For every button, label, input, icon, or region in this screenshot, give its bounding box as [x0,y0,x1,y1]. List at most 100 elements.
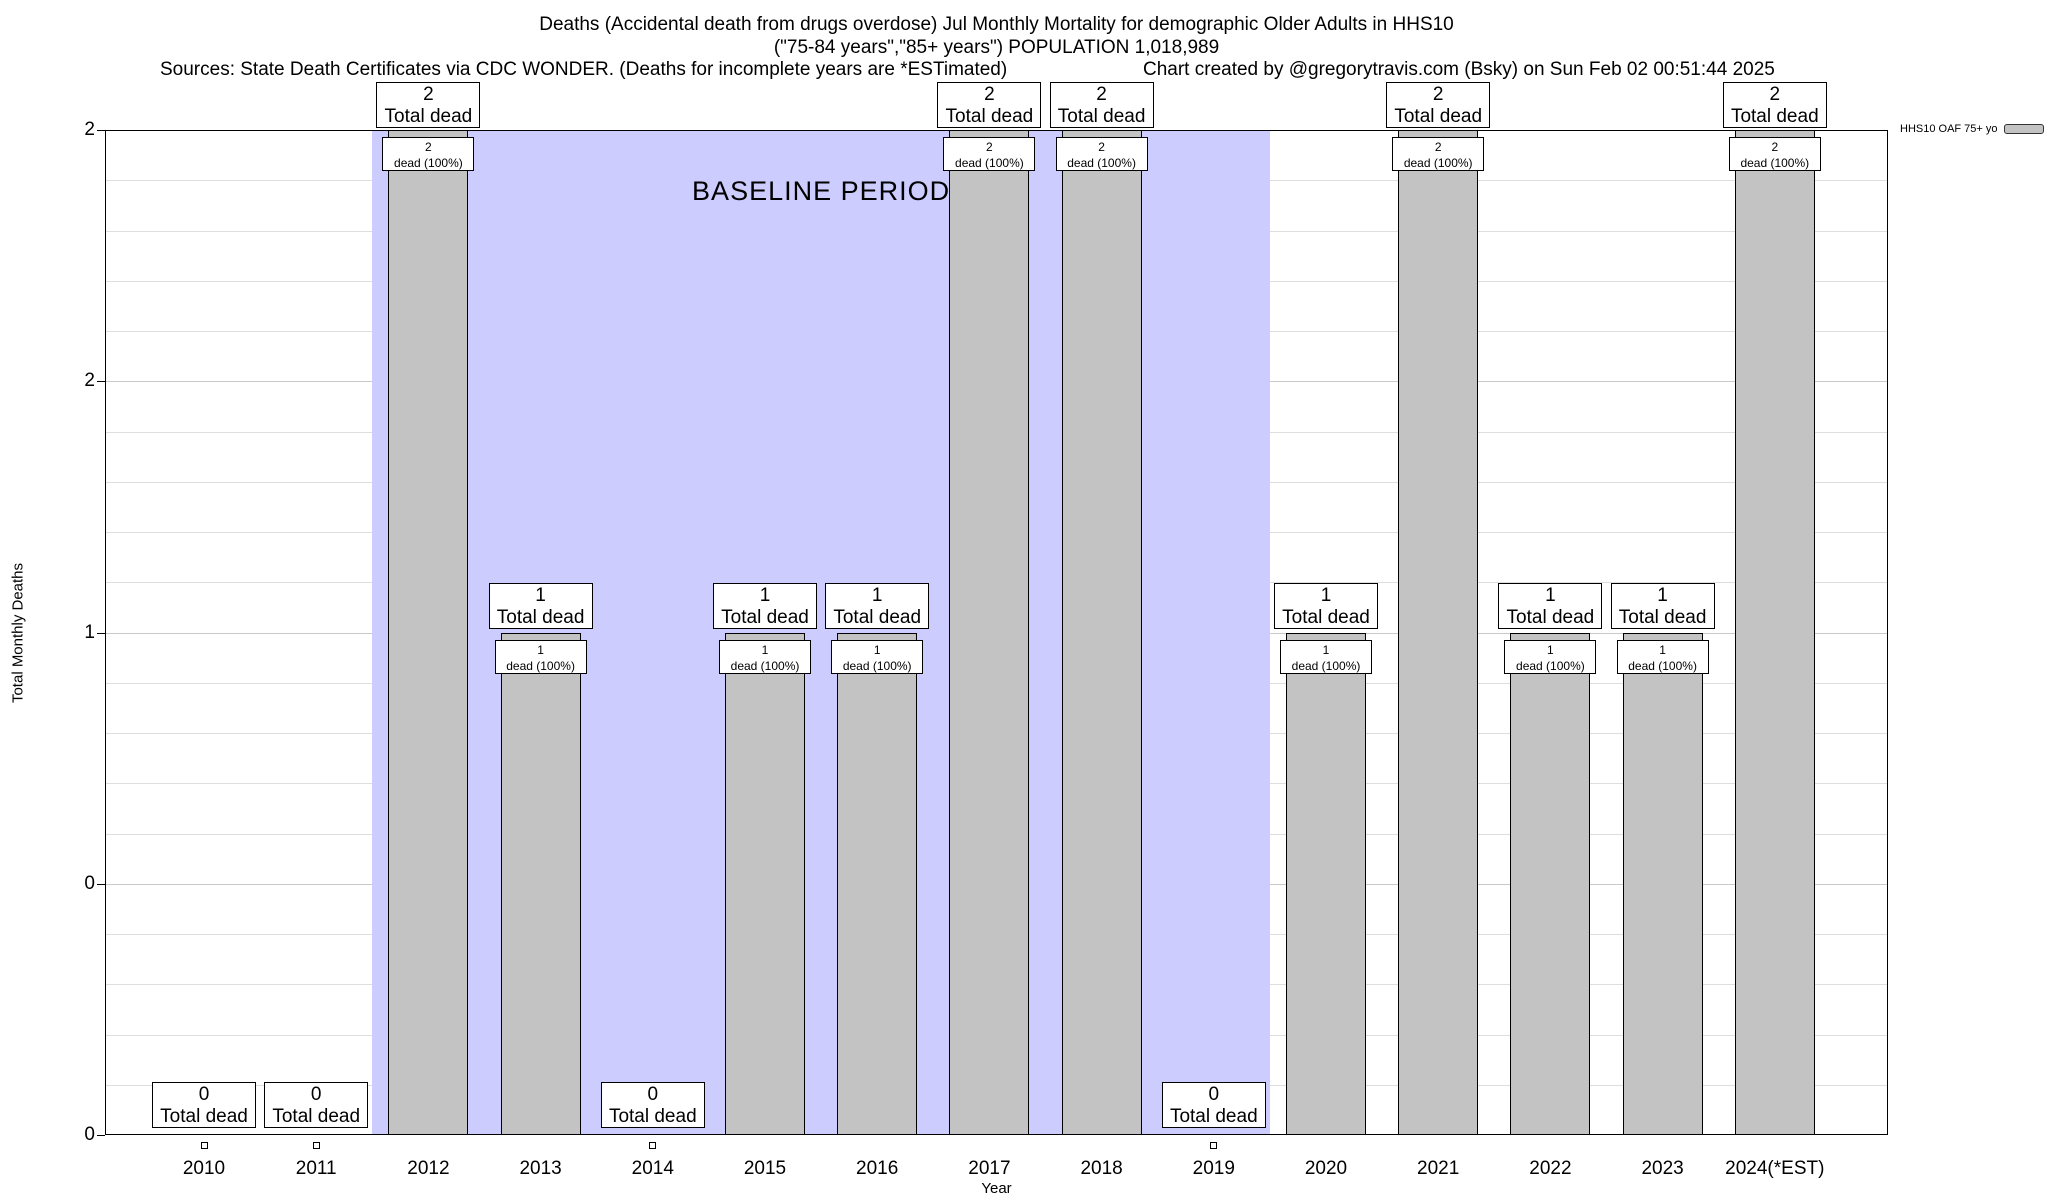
total-dead-count: 0 [310,1084,322,1105]
total-dead-text: Total dead [1282,606,1370,628]
dead-percent-label: 1 dead (100%) [1504,639,1597,674]
total-dead-text: Total dead [272,1106,361,1127]
dead-count: 2 [1098,140,1105,154]
bar-2018 [1061,130,1142,1135]
total-dead-count: 1 [535,584,546,606]
total-dead-label: 2 Total dead [937,82,1042,128]
total-dead-count: 1 [871,584,883,606]
dead-percent-label: 2 dead (100%) [382,137,475,171]
dead-percent-text: dead (100%) [1403,156,1473,170]
total-dead-text: Total dead [945,106,1034,127]
total-dead-label: 2 Total dead [376,82,481,128]
x-tick-label: 2014 [631,1158,674,1179]
dead-percent-label: 1 dead (100%) [494,639,587,674]
total-dead-text: Total dead [1506,606,1595,628]
total-dead-label: 1 Total dead [1610,582,1715,629]
total-dead-text: Total dead [160,1106,248,1127]
total-dead-label: 0 Total dead [264,1082,369,1128]
y-tick-label: 0 [84,872,95,894]
total-dead-label: 0 Total dead [600,1082,705,1128]
bar-2021 [1398,130,1479,1135]
total-dead-count: 1 [1320,584,1332,606]
legend-label: HHS10 OAF 75+ yo [1900,123,1998,135]
dead-count: 1 [873,642,881,657]
dead-count: 1 [1322,642,1330,657]
x-tick-label: 2019 [1192,1158,1235,1179]
dead-percent-text: dead (100%) [1628,658,1697,673]
x-axis-title: Year [981,1180,1012,1197]
legend: HHS10 OAF 75+ yo [1900,123,2044,135]
total-dead-label: 1 Total dead [713,582,817,629]
x-tick-label: 2023 [1641,1158,1684,1179]
dead-percent-label: 2 dead (100%) [943,137,1036,171]
y-tick-label: 0 [84,1124,95,1145]
zero-value-marker [312,1142,320,1149]
total-dead-text: Total dead [721,606,809,628]
total-dead-label: 2 Total dead [1722,82,1827,128]
dead-count: 1 [1659,642,1666,657]
sources-note: Sources: State Death Certificates via CD… [160,59,1008,80]
x-tick-label: 2015 [743,1158,787,1179]
dead-percent-text: dead (100%) [1291,658,1361,673]
dead-percent-label: 2 dead (100%) [1728,137,1821,171]
total-dead-label: 0 Total dead [152,1082,256,1128]
total-dead-count: 2 [1096,84,1107,105]
total-dead-label: 2 Total dead [1386,82,1491,128]
x-tick-label: 2021 [1417,1158,1460,1179]
baseline-period-label: BASELINE PERIOD [692,176,951,206]
total-dead-count: 1 [759,584,771,606]
y-tick-label: 1 [84,621,95,643]
total-dead-count: 1 [1545,584,1556,606]
y-axis-title: Total Monthly Deaths [9,562,27,704]
dead-count: 1 [537,642,544,657]
x-tick-label: 2020 [1304,1158,1348,1179]
total-dead-count: 0 [1208,1084,1220,1105]
y-tick-mark [97,632,105,634]
total-dead-count: 2 [984,84,995,105]
dead-count: 2 [986,140,993,154]
dead-percent-text: dead (100%) [1516,658,1585,673]
x-tick-label: 2024(*EST) [1725,1158,1825,1179]
total-dead-text: Total dead [1618,606,1707,628]
total-dead-label: 1 Total dead [488,582,593,629]
x-tick-label: 2018 [1080,1158,1123,1179]
zero-value-marker [200,1142,208,1149]
total-dead-text: Total dead [496,606,585,628]
dead-percent-label: 2 dead (100%) [1055,137,1148,171]
bar-2024(*EST) [1734,130,1815,1135]
dead-percent-text: dead (100%) [1740,156,1810,170]
zero-value-marker [1210,1142,1218,1149]
dead-count: 1 [761,642,769,657]
dead-percent-label: 1 dead (100%) [1616,639,1709,674]
y-tick-label: 2 [84,370,95,392]
total-dead-text: Total dead [384,106,473,127]
dead-percent-text: dead (100%) [506,658,575,673]
total-dead-text: Total dead [608,1106,697,1127]
y-tick-mark [97,883,105,885]
x-tick-label: 2012 [407,1158,450,1179]
dead-percent-text: dead (100%) [1067,156,1136,170]
y-tick-label: 2 [84,119,95,140]
x-tick-label: 2017 [968,1158,1011,1179]
x-tick-label: 2022 [1529,1158,1572,1179]
total-dead-count: 0 [647,1084,659,1105]
bar-2015 [725,632,805,1135]
total-dead-label: 1 Total dead [1498,582,1603,629]
dead-count: 2 [1434,140,1442,154]
bar-2022 [1510,632,1591,1135]
total-dead-text: Total dead [833,606,922,628]
dead-percent-label: 1 dead (100%) [719,639,811,674]
y-tick-mark [97,130,105,131]
x-tick-label: 2010 [182,1158,226,1179]
chart-subtitle: ("75-84 years","85+ years") POPULATION 1… [773,37,1220,58]
dead-count: 1 [1547,642,1554,657]
total-dead-label: 2 Total dead [1049,82,1154,128]
total-dead-text: Total dead [1057,106,1146,127]
chart-title: Deaths (Accidental death from drugs over… [539,14,1454,35]
total-dead-label: 1 Total dead [825,582,930,629]
bar-2020 [1286,632,1366,1135]
legend-swatch-icon [2003,124,2044,134]
bar-2017 [949,130,1030,1135]
y-tick-mark [97,381,105,383]
